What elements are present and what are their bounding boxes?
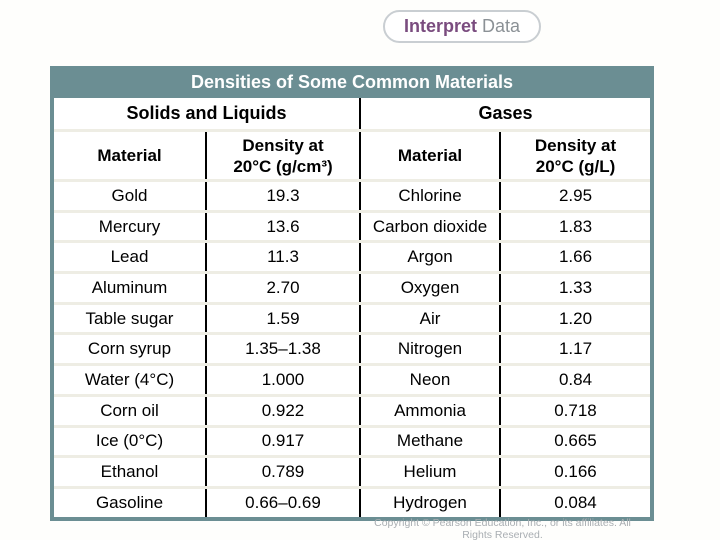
gas-density-cell: 0.84 xyxy=(558,369,593,389)
gas-material-cell: Methane xyxy=(361,427,501,456)
gas-material-cell: Helium xyxy=(361,458,501,486)
table-row: Lead 11.3 Argon 1.66 xyxy=(54,243,650,272)
row-separator xyxy=(54,332,650,336)
badge-label-data: Data xyxy=(481,16,521,36)
row-separator xyxy=(54,179,650,182)
gas-material-cell: Hydrogen xyxy=(361,488,501,517)
badge-label-interpret: Interpret xyxy=(403,16,477,36)
column-header-material-solids: Material xyxy=(54,132,207,179)
column-header-density-solids: Density at 20°C (g/cm³) xyxy=(207,132,361,179)
densities-table: Densities of Some Common Materials Solid… xyxy=(50,66,654,521)
gas-material-cell: Air xyxy=(361,304,501,333)
gas-density-cell: 0.166 xyxy=(554,462,597,482)
gas-density-cell: 0.665 xyxy=(554,431,597,451)
gas-material-cell: Ammonia xyxy=(361,396,501,425)
table-row: Water (4°C) 1.000 Neon 0.84 xyxy=(54,366,650,394)
table-row: Corn oil 0.922 Ammonia 0.718 xyxy=(54,396,650,425)
row-separator xyxy=(54,455,650,459)
solid-density-cell: 0.66–0.69 xyxy=(207,488,361,517)
solid-density-cell: 0.789 xyxy=(207,458,361,486)
section-gases: Gases xyxy=(478,103,533,123)
solid-density-cell: 0.922 xyxy=(207,396,361,425)
gas-material-cell: Carbon dioxide xyxy=(361,212,501,241)
solid-material-cell: Corn syrup xyxy=(54,335,207,364)
table-row: Gold 19.3 Chlorine 2.95 xyxy=(54,182,650,210)
row-separator xyxy=(54,301,650,305)
gas-density-cell: 1.83 xyxy=(558,216,593,236)
gas-material-cell: Oxygen xyxy=(361,274,501,302)
copyright-line-1: Copyright © Pearson Education, Inc., or … xyxy=(374,517,631,529)
solid-material-cell: Aluminum xyxy=(54,274,207,302)
row-separator xyxy=(54,424,650,428)
table-row: Ice (0°C) 0.917 Methane 0.665 xyxy=(54,427,650,456)
gas-density-cell: 0.718 xyxy=(554,400,597,420)
row-separator xyxy=(54,240,650,244)
gas-material-cell: Chlorine xyxy=(361,182,501,210)
row-separator xyxy=(54,485,650,489)
solid-material-cell: Lead xyxy=(54,243,207,272)
row-separator xyxy=(54,209,650,213)
column-header-row: Material Density at 20°C (g/cm³) Materia… xyxy=(54,132,650,179)
solid-density-cell: 19.3 xyxy=(207,182,361,210)
gas-density-cell: 1.17 xyxy=(558,339,593,359)
solid-material-cell: Mercury xyxy=(54,212,207,241)
gas-material-cell: Neon xyxy=(361,366,501,394)
solid-density-cell: 1.000 xyxy=(207,366,361,394)
table-row: Gasoline 0.66–0.69 Hydrogen 0.084 xyxy=(54,488,650,517)
table-title: Densities of Some Common Materials xyxy=(50,66,654,98)
column-header-density-gases: Density at 20°C (g/L) xyxy=(534,135,617,176)
solid-density-cell: 0.917 xyxy=(207,427,361,456)
solid-density-cell: 2.70 xyxy=(207,274,361,302)
table-row: Mercury 13.6 Carbon dioxide 1.83 xyxy=(54,212,650,241)
row-separator xyxy=(54,393,650,397)
copyright-notice: Copyright © Pearson Education, Inc., or … xyxy=(355,517,650,540)
table-row: Corn syrup 1.35–1.38 Nitrogen 1.17 xyxy=(54,335,650,364)
solid-material-cell: Ice (0°C) xyxy=(54,427,207,456)
row-separator xyxy=(54,363,650,367)
gas-density-cell: 1.66 xyxy=(558,247,593,267)
solid-material-cell: Gasoline xyxy=(54,488,207,517)
section-header-row: Solids and Liquids Gases xyxy=(54,98,650,129)
solid-density-cell: 13.6 xyxy=(207,212,361,241)
section-solids-and-liquids: Solids and Liquids xyxy=(54,98,361,129)
solid-material-cell: Corn oil xyxy=(54,396,207,425)
solid-density-cell: 1.59 xyxy=(207,304,361,333)
interpret-data-badge[interactable]: Interpret Data xyxy=(383,10,541,43)
table-row: Aluminum 2.70 Oxygen 1.33 xyxy=(54,274,650,302)
solid-material-cell: Gold xyxy=(54,182,207,210)
copyright-line-2: Rights Reserved. xyxy=(462,529,543,540)
gas-material-cell: Nitrogen xyxy=(361,335,501,364)
table-row: Table sugar 1.59 Air 1.20 xyxy=(54,304,650,333)
solid-density-cell: 1.35–1.38 xyxy=(207,335,361,364)
row-separator xyxy=(54,129,650,132)
solid-material-cell: Table sugar xyxy=(54,304,207,333)
solid-density-cell: 11.3 xyxy=(207,243,361,272)
gas-density-cell: 0.084 xyxy=(554,492,597,512)
solid-material-cell: Ethanol xyxy=(54,458,207,486)
gas-material-cell: Argon xyxy=(361,243,501,272)
column-header-material-gases: Material xyxy=(361,132,501,179)
row-separator xyxy=(54,271,650,275)
table-row: Ethanol 0.789 Helium 0.166 xyxy=(54,458,650,486)
gas-density-cell: 1.33 xyxy=(558,277,593,297)
gas-density-cell: 1.20 xyxy=(558,308,593,328)
solid-material-cell: Water (4°C) xyxy=(54,366,207,394)
gas-density-cell: 2.95 xyxy=(558,185,593,205)
